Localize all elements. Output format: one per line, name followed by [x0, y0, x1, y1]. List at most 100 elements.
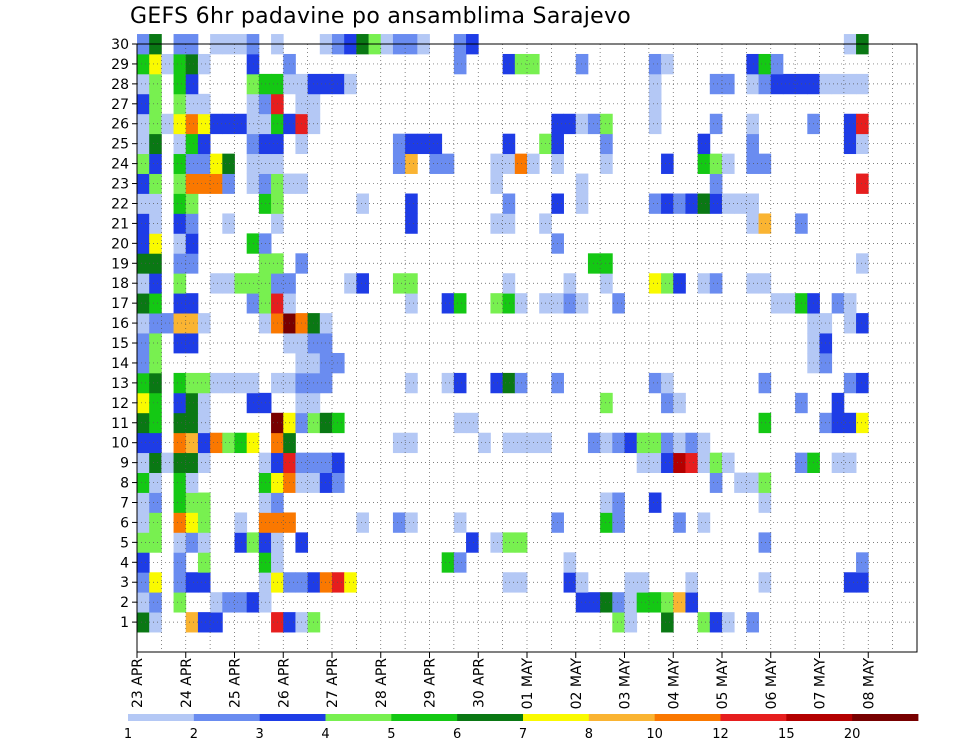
- color-legend: 1 2 3 4 5 6 7 8 10 12 15 20: [124, 714, 919, 742]
- heatmap-cell: [392, 133, 406, 155]
- heatmap-cell: [661, 392, 674, 414]
- heatmap-cell: [746, 612, 759, 633]
- heatmap-cell: [405, 432, 418, 454]
- heatmap-cell: [137, 253, 150, 274]
- heatmap-cell: [332, 352, 345, 374]
- x-tick-label: 04 MAY: [666, 658, 682, 710]
- heatmap-cell: [417, 133, 430, 155]
- heatmap-cell: [173, 452, 187, 473]
- heatmap-cell: [234, 273, 248, 294]
- heatmap-cell: [222, 372, 235, 394]
- heatmap-cell: [210, 612, 223, 633]
- heatmap-cell: [697, 612, 711, 633]
- heatmap-cell: [197, 113, 211, 135]
- heatmap-cell: [758, 492, 772, 513]
- heatmap-cell: [661, 273, 674, 294]
- heatmap-cell: [600, 253, 613, 274]
- heatmap-cell: [746, 153, 759, 174]
- legend-label: 5: [387, 727, 395, 742]
- heatmap-cell: [697, 452, 711, 473]
- y-tick-label: 7: [120, 495, 129, 511]
- y-tick-label: 21: [111, 216, 129, 232]
- heatmap-cell: [356, 512, 369, 533]
- heatmap-cell: [210, 372, 223, 394]
- heatmap-cell: [661, 612, 674, 633]
- heatmap-cell: [624, 572, 638, 593]
- heatmap-cell: [709, 153, 723, 174]
- y-tick-label: 4: [120, 555, 129, 571]
- heatmap-cell: [173, 153, 187, 174]
- x-tick-label: 27 APR: [325, 658, 341, 708]
- legend-swatch: [457, 714, 524, 721]
- heatmap-cell: [746, 113, 759, 135]
- heatmap-cell: [722, 73, 735, 95]
- heatmap-cell: [673, 193, 686, 214]
- heatmap-cell: [405, 213, 418, 234]
- heatmap-cell: [453, 293, 467, 314]
- heatmap-cell: [344, 273, 357, 294]
- heatmap-cell: [356, 273, 369, 294]
- heatmap-cell: [210, 153, 223, 174]
- y-tick-label: 11: [111, 416, 129, 432]
- heatmap-cell: [137, 452, 150, 473]
- heatmap-cell: [575, 193, 589, 214]
- heatmap-cell: [856, 253, 869, 274]
- heatmap-cell: [843, 313, 857, 334]
- heatmap-cell: [648, 452, 662, 473]
- heatmap-cell: [149, 113, 162, 135]
- heatmap-cell: [709, 452, 723, 473]
- heatmap-cell: [587, 432, 601, 454]
- heatmap-cell: [137, 432, 150, 454]
- heatmap-cell: [197, 173, 211, 194]
- heatmap-cell: [173, 233, 187, 254]
- heatmap-cell: [429, 133, 443, 155]
- heatmap-cell: [587, 592, 601, 613]
- heatmap-cell: [185, 193, 199, 214]
- heatmap-cell: [173, 313, 187, 334]
- heatmap-cell: [490, 293, 504, 314]
- heatmap-cell: [587, 253, 601, 274]
- heatmap-cell: [173, 492, 187, 513]
- heatmap-cell: [137, 552, 150, 573]
- heatmap-cell: [502, 193, 516, 214]
- legend-swatch: [193, 714, 261, 721]
- heatmap-cell: [441, 372, 455, 394]
- heatmap-cell: [137, 392, 150, 414]
- heatmap-cell: [636, 572, 650, 593]
- heatmap-cell: [137, 233, 150, 254]
- heatmap-cell: [210, 173, 223, 194]
- heatmap-cell: [137, 313, 150, 334]
- heatmap-cell: [185, 532, 199, 553]
- heatmap-cell: [502, 273, 516, 294]
- heatmap-cell: [758, 153, 772, 174]
- heatmap-cell: [697, 273, 711, 294]
- cells: [137, 34, 869, 633]
- heatmap-cell: [185, 612, 199, 633]
- heatmap-cell: [490, 532, 504, 553]
- heatmap-cell: [709, 173, 723, 194]
- heatmap-cell: [246, 432, 260, 454]
- heatmap-cell: [758, 53, 772, 75]
- heatmap-cell: [319, 372, 333, 394]
- heatmap-cell: [843, 293, 857, 314]
- heatmap-cell: [149, 572, 162, 593]
- y-tick-label: 5: [120, 535, 129, 551]
- x-tick-label: 29 APR: [423, 658, 439, 708]
- legend-swatch: [720, 714, 787, 721]
- heatmap-cell: [137, 333, 150, 354]
- legend-swatch: [391, 714, 458, 721]
- heatmap-cell: [405, 153, 418, 174]
- heatmap-cell: [709, 113, 723, 135]
- heatmap-cell: [392, 273, 406, 294]
- heatmap-cell: [222, 153, 235, 174]
- heatmap-cell: [746, 213, 759, 234]
- heatmap-cell: [661, 53, 674, 75]
- heatmap-cell: [722, 612, 735, 633]
- heatmap-cell: [222, 432, 235, 454]
- heatmap-cell: [600, 153, 613, 174]
- heatmap-cell: [149, 193, 162, 214]
- heatmap-cell: [222, 273, 235, 294]
- heatmap-cell: [197, 372, 211, 394]
- heatmap-cell: [405, 372, 418, 394]
